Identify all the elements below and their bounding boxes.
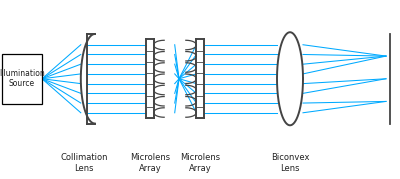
Text: Collimation
Lens: Collimation Lens xyxy=(60,153,108,173)
FancyBboxPatch shape xyxy=(2,54,42,104)
Text: Microlens
Array: Microlens Array xyxy=(130,153,170,173)
Text: Microlens
Array: Microlens Array xyxy=(180,153,220,173)
Text: Illumination
Source: Illumination Source xyxy=(0,69,45,88)
Text: Biconvex
Lens: Biconvex Lens xyxy=(271,153,309,173)
